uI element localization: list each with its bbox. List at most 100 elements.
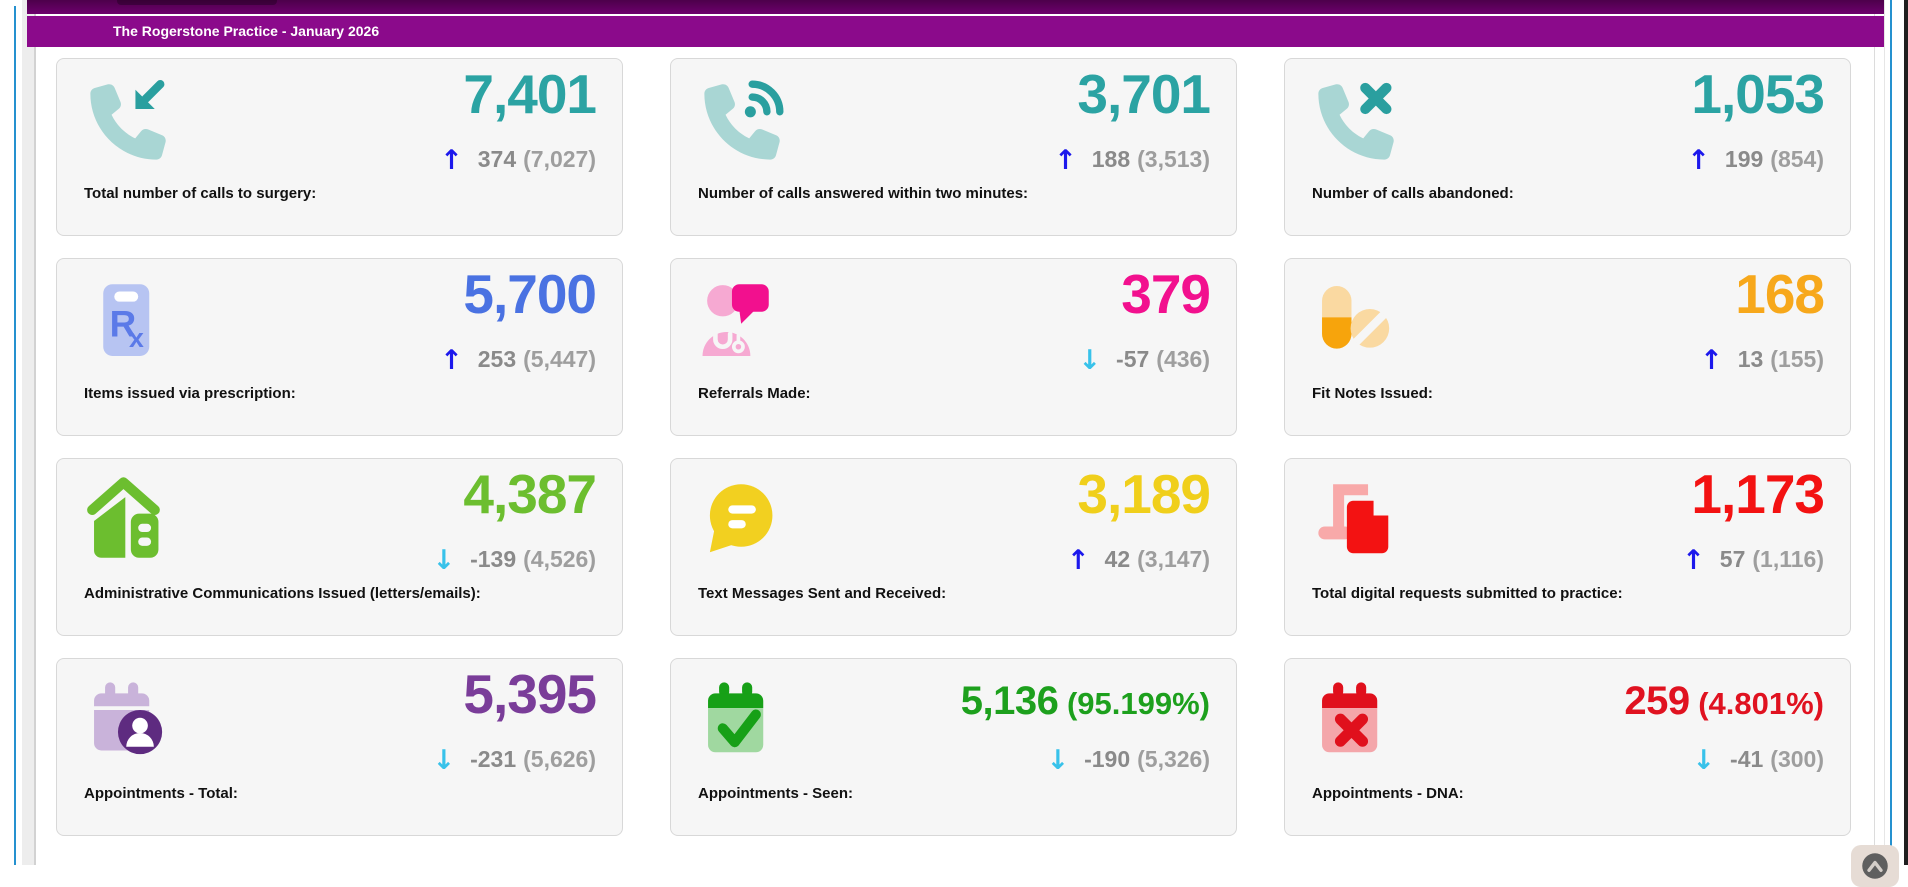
up-arrow-icon: ↑ [440,345,463,376]
top-bar-clipped-text [117,0,277,5]
card-label: Fit Notes Issued: [1312,385,1433,402]
card-previous-value: (5,626) [523,746,596,772]
card-previous-value: (1,116) [1752,546,1824,572]
down-arrow-icon: ↓ [1078,345,1102,376]
card-delta-row: ↓ -41 (300) [1692,745,1824,777]
cards-grid: 7,401 ↑ 374 (7,027) Total number of calls … [56,58,1851,836]
card-previous-value: (155) [1770,346,1824,372]
report-title: The Rogerstone Practice - January 2026 [113,23,380,39]
up-arrow-icon: ↑ [1066,545,1090,576]
card-appointments-total: 5,395 ↓ -231 (5,626) Appointments - Total: [56,658,623,836]
card-label: Number of calls answered within two minu… [698,185,1029,202]
card-text-messages: 3,189 ↑ 42 (3,147) Text Messages Sent and … [670,458,1237,636]
card-value: 5,395 [463,663,597,725]
left-panel-strip [22,0,36,865]
card-label: Text Messages Sent and Received: [698,585,947,602]
up-arrow-icon: ↑ [1687,145,1710,176]
phone-abandoned-icon [1311,75,1403,167]
card-delta: -41 [1730,746,1764,772]
card-value: 4,387 [463,463,597,525]
card-value-percentage: (4.801%) [1689,686,1824,721]
card-value: 5,700 [463,263,597,325]
card-label: Appointments - Seen: [698,785,854,802]
card-label: Appointments - Total: [84,785,238,802]
card-prescriptions: R x 5,700 ↑ 253 (5,447) Items issued via p… [56,258,623,436]
card-delta-row: ↑ 374 (7,027) [440,145,596,177]
svg-text:R: R [110,304,137,345]
card-delta-row: ↑ 253 (5,447) [440,345,596,377]
right-divider-line-2 [1884,0,1885,865]
card-previous-value: (436) [1156,346,1210,372]
card-previous-value: (300) [1770,746,1824,772]
card-fit-notes: 168 ↑ 13 (155) Fit Notes Issued: [1284,258,1851,436]
svg-text:x: x [129,323,144,353]
top-bar [27,0,1884,14]
card-delta: 374 [477,146,517,172]
left-window-border [14,6,16,865]
card-delta-row: ↑ 199 (854) [1687,145,1824,177]
calendar-x-icon [1311,675,1403,767]
card-delta-row: ↓ -190 (5,326) [1046,745,1210,777]
card-previous-value: (3,147) [1137,546,1210,572]
phone-answered-icon [697,75,789,167]
card-label: Referrals Made: [698,385,811,402]
card-digital-requests: 1,173 ↑ 57 (1,116) Total digital requests … [1284,458,1851,636]
card-value-percentage: (95.199%) [1058,686,1210,721]
card-label: Administrative Communications Issued (le… [84,585,481,602]
card-value: 168 [1735,263,1825,325]
card-label: Appointments - DNA: [1312,785,1464,802]
card-delta: 199 [1724,146,1764,172]
card-delta: -139 [470,546,517,572]
card-delta-row: ↓ -231 (5,626) [432,745,596,777]
card-delta: -231 [470,746,517,772]
card-delta-row: ↓ -57 (436) [1078,345,1210,377]
up-arrow-icon: ↑ [440,145,463,176]
right-window-border [1890,0,1892,865]
up-arrow-icon: ↑ [1700,345,1723,376]
card-calls-answered: 3,701 ↑ 188 (3,513) Number of calls answer… [670,58,1237,236]
card-previous-value: (5,447) [523,346,596,372]
card-value: 379 [1121,263,1211,325]
chevron-up-icon [1862,853,1888,879]
referral-icon [697,275,789,367]
card-delta: -190 [1084,746,1131,772]
pills-icon [1311,275,1403,367]
card-value: 3,189 [1077,463,1211,525]
card-delta: -57 [1116,346,1150,372]
prescription-icon: R x [83,275,175,367]
up-arrow-icon: ↑ [1682,545,1705,576]
card-previous-value: (7,027) [523,146,596,172]
card-previous-value: (5,326) [1137,746,1210,772]
card-calls-abandoned: 1,053 ↑ 199 (854) Number of calls abandone… [1284,58,1851,236]
report-title-bar: The Rogerstone Practice - January 2026 [27,16,1884,47]
card-value: 1,053 [1691,63,1825,125]
phone-incoming-icon [83,75,175,167]
card-referrals: 379 ↓ -57 (436) Referrals Made: [670,258,1237,436]
screen-right-edge [1904,0,1908,865]
card-value: 3,701 [1077,63,1211,125]
scroll-top-button[interactable] [1851,845,1899,887]
card-appointments-seen: 5,136 (95.199%) ↓ -190 (5,326) Appointment… [670,658,1237,836]
card-value: 1,173 [1691,463,1825,525]
house-mail-icon [83,475,175,567]
card-calls-total: 7,401 ↑ 374 (7,027) Total number of calls … [56,58,623,236]
card-value: 7,401 [463,63,597,125]
calendar-user-icon [83,675,175,767]
down-arrow-icon: ↓ [432,745,456,776]
card-previous-value: (4,526) [523,546,596,572]
card-value: 259 [1624,679,1690,723]
card-label: Items issued via prescription: [84,385,296,402]
card-delta: 42 [1104,546,1131,572]
card-label: Total digital requests submitted to prac… [1312,585,1623,602]
card-delta-row: ↑ 57 (1,116) [1682,545,1824,577]
card-delta-row: ↑ 42 (3,147) [1067,545,1210,577]
card-delta-row: ↓ -139 (4,526) [432,545,596,577]
card-delta: 13 [1737,346,1764,372]
down-arrow-icon: ↓ [1692,745,1716,776]
card-previous-value: (854) [1770,146,1824,172]
card-admin-comms: 4,387 ↓ -139 (4,526) Administrative Commun… [56,458,623,636]
card-appointments-dna: 259 (4.801%) ↓ -41 (300) Appointments - DN… [1284,658,1851,836]
card-delta-row: ↑ 188 (3,513) [1054,145,1210,177]
calendar-check-icon [697,675,789,767]
card-previous-value: (3,513) [1137,146,1210,172]
